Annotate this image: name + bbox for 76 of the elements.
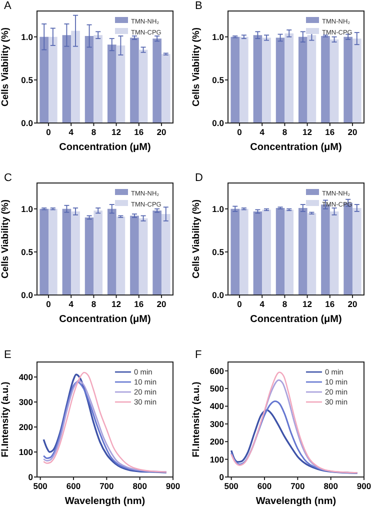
x-tick-label: 4 xyxy=(260,299,265,309)
y-tick-label: 0.0 xyxy=(212,118,224,128)
x-tick-label: 900 xyxy=(356,481,372,491)
x-axis-title: Concentration (μM) xyxy=(59,314,151,325)
chart-title: F xyxy=(195,349,202,361)
x-tick-label: 500 xyxy=(33,481,48,491)
x-tick-label: 16 xyxy=(134,127,144,137)
x-axis-title: Concentration (μM) xyxy=(250,142,342,153)
x-tick-label: 20 xyxy=(348,127,358,137)
chart-title: B xyxy=(195,0,202,12)
y-tick-label: 200 xyxy=(18,422,34,432)
x-tick-label: 8 xyxy=(282,299,288,309)
y-tick-label: 600 xyxy=(210,366,224,376)
x-axis-title: Wavelength (nm) xyxy=(64,496,146,507)
x-tick-label: 4 xyxy=(260,127,265,137)
y-tick-label: 1.0 xyxy=(21,32,34,42)
x-tick-label: 500 xyxy=(224,481,239,491)
x-tick-label: 800 xyxy=(324,481,338,491)
y-axis-title: Cells Viability (%) xyxy=(191,27,202,107)
y-tick-label: 300 xyxy=(210,418,224,429)
chart-title: A xyxy=(4,0,12,12)
x-tick-label: 16 xyxy=(134,299,144,309)
x-tick-label: 20 xyxy=(156,299,166,309)
x-axis-title: Concentration (μM) xyxy=(250,314,342,325)
y-tick-label: 0 xyxy=(219,472,224,482)
y-tick-label: 0.5 xyxy=(21,74,34,85)
x-tick-label: 20 xyxy=(348,299,358,309)
y-axis-title: Cells Viability (%) xyxy=(191,199,202,279)
y-axis-title: Cells Viability (%) xyxy=(0,199,11,279)
x-tick-label: 16 xyxy=(325,299,335,309)
x-tick-label: 8 xyxy=(91,127,96,137)
x-tick-label: 900 xyxy=(166,481,180,491)
y-tick-label: 300 xyxy=(18,397,34,407)
x-tick-label: 12 xyxy=(112,127,122,137)
y-tick-label: 1.0 xyxy=(212,32,224,42)
y-tick-label: 1.0 xyxy=(21,204,34,214)
y-tick-label: 200 xyxy=(210,436,224,447)
y-axis-title: Cells Viability (%) xyxy=(0,27,11,107)
x-tick-label: 12 xyxy=(112,299,122,309)
y-tick-label: 0.0 xyxy=(21,290,34,300)
x-axis-title: Wavelength (nm) xyxy=(256,496,336,507)
x-tick-label: 600 xyxy=(257,481,272,491)
x-tick-label: 8 xyxy=(91,299,96,309)
y-tick-label: 1.0 xyxy=(212,204,224,214)
x-tick-label: 700 xyxy=(290,481,306,491)
x-tick-label: 8 xyxy=(282,127,288,137)
x-tick-label: 16 xyxy=(325,127,335,137)
chart-title: E xyxy=(4,349,12,361)
x-tick-label: 600 xyxy=(66,481,81,491)
y-axis-title: Fl.Intensity (a.u.) xyxy=(0,382,11,458)
x-tick-label: 0 xyxy=(46,299,52,309)
x-axis-title: Concentration (μM) xyxy=(59,142,151,153)
y-tick-label: 500 xyxy=(210,384,224,394)
x-tick-label: 0 xyxy=(46,127,52,137)
chart-title: C xyxy=(4,172,12,184)
chart-title: D xyxy=(195,172,203,184)
y-tick-label: 400 xyxy=(18,372,34,382)
y-tick-label: 400 xyxy=(210,401,224,412)
x-tick-label: 4 xyxy=(68,299,74,309)
x-tick-label: 4 xyxy=(68,127,74,137)
y-tick-label: 100 xyxy=(18,447,34,457)
x-tick-label: 700 xyxy=(100,481,114,491)
y-tick-label: 100 xyxy=(210,454,224,464)
y-tick-label: 0.5 xyxy=(212,246,224,257)
y-tick-label: 0 xyxy=(28,472,34,482)
x-tick-label: 12 xyxy=(302,127,312,137)
y-tick-label: 0.0 xyxy=(21,118,34,128)
x-tick-label: 12 xyxy=(302,299,312,309)
x-tick-label: 0 xyxy=(237,127,242,137)
x-tick-label: 800 xyxy=(132,481,148,491)
y-tick-label: 0.0 xyxy=(212,290,224,300)
x-tick-label: 20 xyxy=(156,127,166,137)
x-tick-label: 0 xyxy=(237,299,242,309)
y-tick-label: 0.5 xyxy=(21,246,34,257)
y-tick-label: 0.5 xyxy=(212,74,224,85)
y-axis-title: Fl.Intensity (a.u.) xyxy=(191,382,202,458)
